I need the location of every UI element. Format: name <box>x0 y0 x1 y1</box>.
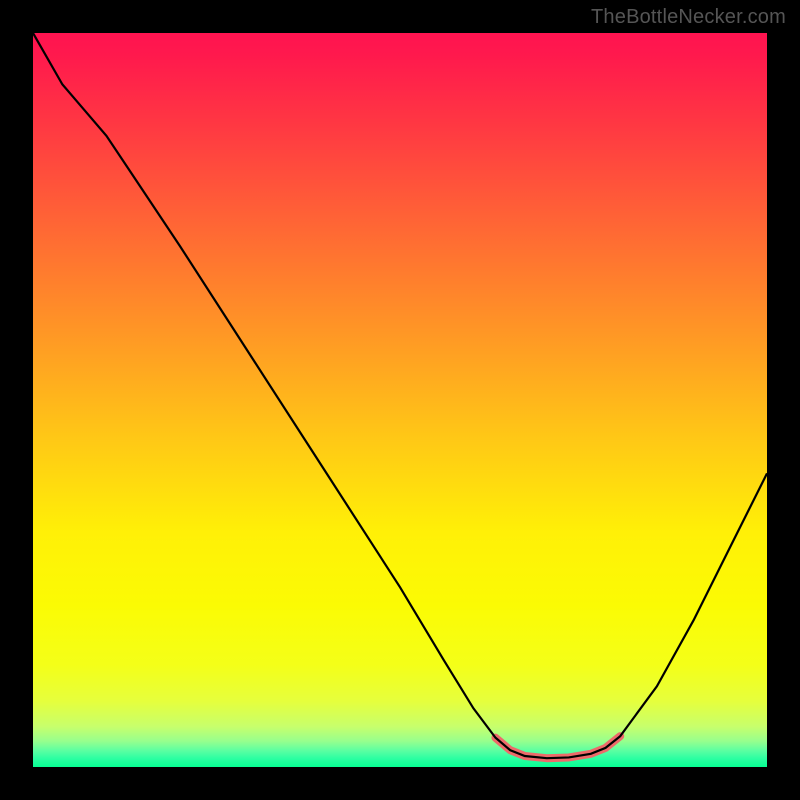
watermark-text: TheBottleNecker.com <box>591 6 786 29</box>
curve-layer <box>33 33 767 767</box>
highlight-segment <box>495 736 620 758</box>
bottleneck-curve <box>33 33 767 758</box>
plot-area <box>33 33 767 767</box>
